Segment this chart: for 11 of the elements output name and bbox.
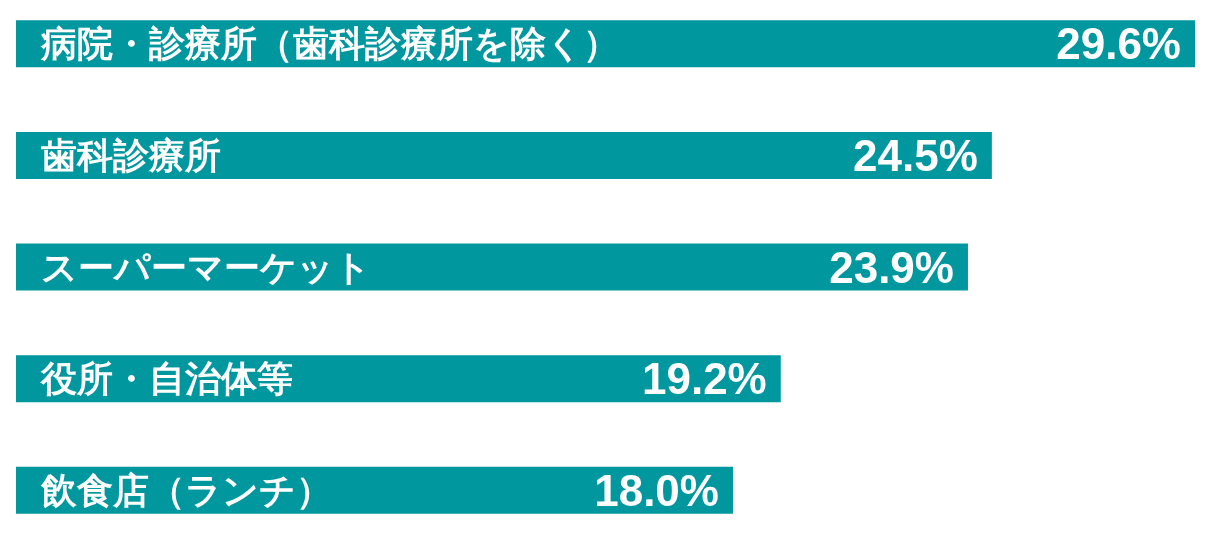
y-tick-label: 役所・自治体等 bbox=[40, 358, 293, 400]
data-label: 18.0% bbox=[594, 465, 719, 515]
y-tick-label: 飲食店（ランチ） bbox=[40, 469, 332, 511]
data-label: 29.6% bbox=[1056, 19, 1181, 69]
data-label: 23.9% bbox=[829, 242, 954, 292]
bar bbox=[16, 243, 968, 291]
y-tick-label: 歯科診療所 bbox=[41, 134, 221, 176]
y-tick-label: スーパーマーケット bbox=[41, 246, 371, 288]
data-label: 19.2% bbox=[641, 354, 767, 404]
y-tick-label: 病院・診療所（歯科診療所を除く） bbox=[40, 23, 619, 65]
data-label: 24.5% bbox=[853, 130, 978, 180]
